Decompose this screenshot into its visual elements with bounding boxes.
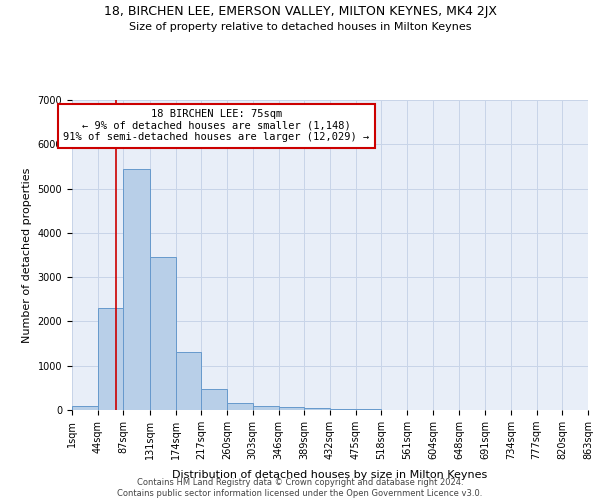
- Bar: [150, 257, 176, 410]
- Bar: [201, 389, 227, 410]
- Bar: [176, 352, 201, 410]
- Bar: [98, 308, 124, 410]
- Text: 18 BIRCHEN LEE: 75sqm
← 9% of detached houses are smaller (1,148)
91% of semi-de: 18 BIRCHEN LEE: 75sqm ← 9% of detached h…: [64, 110, 370, 142]
- Bar: [227, 403, 253, 410]
- Bar: [304, 408, 330, 410]
- Text: Size of property relative to detached houses in Milton Keynes: Size of property relative to detached ho…: [129, 22, 471, 32]
- Bar: [124, 168, 150, 410]
- Text: 18, BIRCHEN LEE, EMERSON VALLEY, MILTON KEYNES, MK4 2JX: 18, BIRCHEN LEE, EMERSON VALLEY, MILTON …: [104, 5, 497, 18]
- Text: Contains HM Land Registry data © Crown copyright and database right 2024.
Contai: Contains HM Land Registry data © Crown c…: [118, 478, 482, 498]
- Bar: [330, 409, 356, 410]
- Bar: [253, 406, 278, 410]
- Text: Distribution of detached houses by size in Milton Keynes: Distribution of detached houses by size …: [172, 470, 488, 480]
- Y-axis label: Number of detached properties: Number of detached properties: [22, 168, 32, 342]
- Bar: [72, 406, 98, 410]
- Bar: [278, 407, 304, 410]
